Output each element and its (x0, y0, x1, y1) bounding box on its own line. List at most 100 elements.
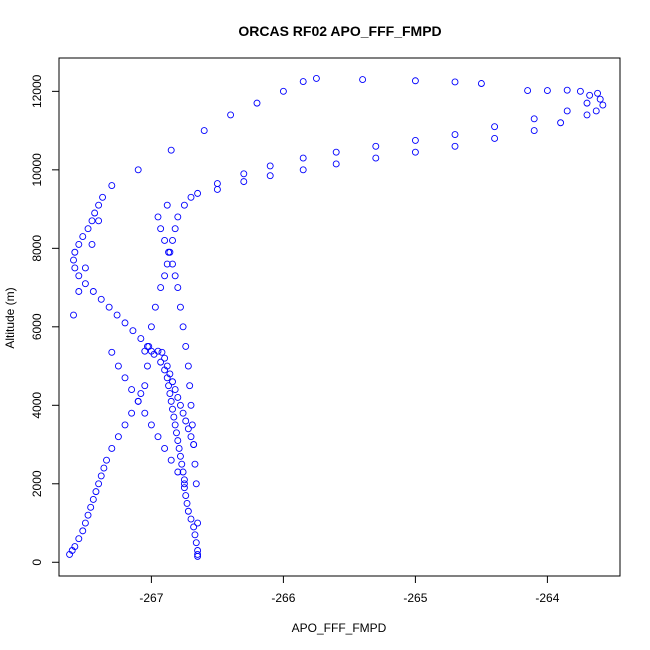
scatter-point (190, 441, 198, 448)
x-axis: -267 -266 -265 -264 (139, 576, 560, 605)
scatter-point (174, 284, 182, 292)
scatter-point (167, 146, 175, 154)
scatter-point (194, 519, 202, 527)
scatter-point (194, 547, 202, 554)
scatter-point (451, 131, 459, 138)
scatter-point (143, 362, 151, 370)
scatter-point (174, 437, 182, 445)
scatter-point (253, 99, 261, 107)
scatter-point (167, 397, 175, 405)
scatter-point (84, 225, 92, 233)
scatter-point (88, 240, 96, 248)
scatter-point (180, 476, 188, 484)
scatter-point (171, 272, 179, 280)
scatter-point (169, 237, 176, 244)
scatter-point (161, 445, 169, 452)
scatter-point (332, 148, 340, 156)
scatter-point (147, 421, 155, 429)
scatter-point (299, 154, 307, 162)
scatter-point (89, 288, 97, 295)
y-tick-label: 0 (30, 559, 44, 566)
scatter-point (84, 511, 92, 519)
scatter-point (154, 347, 162, 355)
scatter-point (184, 362, 192, 370)
scatter-point (192, 539, 200, 547)
scatter-point (89, 496, 97, 503)
scatter-point (166, 248, 174, 256)
scatter-point (121, 319, 129, 327)
scatter-point (161, 354, 169, 362)
scatter-point (477, 80, 485, 87)
scatter-point (157, 284, 165, 292)
scatter-point (163, 201, 171, 209)
scatter-point (92, 488, 100, 496)
scatter-point (332, 160, 340, 168)
scatter-point (137, 390, 145, 397)
scatter-point (147, 323, 155, 331)
scatter-point (70, 256, 77, 264)
scatter-point (169, 405, 176, 413)
scatter-point (161, 272, 169, 280)
scatter-point (157, 225, 165, 233)
scatter-point (191, 531, 199, 539)
scatter-point (194, 550, 202, 558)
scatter-point (180, 484, 188, 492)
y-tick-label: 10000 (30, 153, 44, 187)
scatter-point (121, 374, 129, 382)
scatter-point (451, 142, 459, 150)
scatter-point (71, 264, 79, 272)
scatter-point (113, 311, 121, 319)
scatter-point (141, 347, 149, 355)
scatter-point (176, 401, 184, 409)
scatter-point (176, 303, 184, 311)
y-axis-label: Altitude (m) (3, 287, 17, 348)
scatter-point (491, 123, 499, 131)
scatter-point (91, 209, 99, 217)
scatter-point (179, 468, 187, 476)
scatter-point (299, 78, 307, 85)
scatter-point (312, 74, 320, 82)
scatter-point (75, 272, 83, 280)
scatter-point (173, 429, 180, 437)
scatter-point (187, 433, 195, 441)
scatter-point (596, 95, 604, 103)
x-tick-label: -266 (271, 591, 295, 605)
scatter-point (87, 503, 95, 511)
scatter-point (81, 280, 89, 288)
scatter-point (128, 386, 136, 394)
scatter-point (163, 260, 171, 268)
scatter-point (576, 87, 584, 95)
y-tick-label: 12000 (30, 74, 44, 108)
scatter-point (174, 393, 182, 401)
scatter-point (137, 335, 145, 343)
scatter-point (97, 472, 105, 480)
scatter-point (171, 421, 179, 429)
scatter-point (105, 303, 113, 311)
scatter-point (594, 89, 602, 97)
scatter-point (592, 107, 600, 115)
scatter-point (169, 378, 176, 386)
scatter-point (183, 499, 191, 507)
scatter-point (79, 233, 87, 241)
scatter-point (178, 460, 186, 468)
scatter-point (71, 248, 79, 256)
scatter-point (165, 382, 173, 390)
scatter-point (129, 327, 137, 335)
scatter-point (411, 77, 419, 85)
scatter-point (451, 78, 459, 86)
scatter-point (100, 464, 108, 472)
x-tick-label: -264 (535, 591, 559, 605)
scatter-point (66, 550, 74, 558)
scatter-point (147, 347, 155, 355)
scatter-point (586, 91, 594, 99)
scatter-point (170, 413, 178, 421)
scatter-point (266, 172, 274, 180)
scatter-point (114, 362, 122, 370)
scatter-point (227, 111, 235, 119)
scatter-point (182, 342, 190, 350)
scatter-point (187, 193, 195, 201)
scatter-point (114, 433, 122, 441)
points-layer (66, 74, 607, 560)
scatter-point (583, 99, 591, 107)
